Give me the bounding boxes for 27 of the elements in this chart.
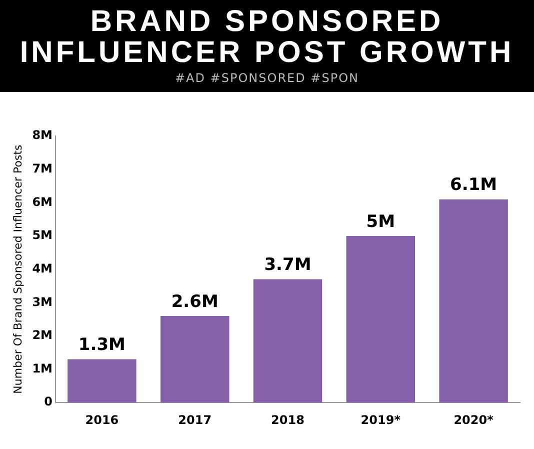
data-label: 3.7M (264, 255, 312, 276)
bar (439, 199, 508, 403)
y-tick-label: 6M (32, 194, 52, 209)
y-tick-label: 2M (32, 328, 52, 342)
y-tick-label: 5M (32, 228, 52, 242)
bar (346, 236, 416, 403)
y-tick-label: 8M (32, 128, 52, 142)
bar (160, 316, 230, 403)
y-axis-title: Number Of Brand Sponsored Influencer Posts (11, 144, 24, 394)
y-tick-label: 3M (32, 294, 52, 309)
y-tick-label: 0 (44, 394, 52, 409)
bar (68, 359, 136, 403)
x-tick-label: 2019* (360, 412, 402, 427)
data-label: 1.3M (78, 335, 126, 356)
data-label: 6.1M (450, 175, 498, 196)
x-tick-label: 2020* (454, 412, 494, 427)
data-label: 2.6M (171, 292, 218, 312)
y-tick-label: 7M (32, 161, 52, 176)
chart-title: BRAND SPONSORED INFLUENCER POST GROWTH (18, 4, 516, 69)
chart-subtitle: #AD #SPONSORED #SPON (174, 71, 360, 85)
data-label: 5M (366, 212, 396, 232)
x-tick-label: 2016 (85, 412, 119, 427)
bar (253, 279, 322, 403)
y-tick-label: 4M (32, 261, 52, 276)
x-tick-label: 2017 (178, 412, 212, 427)
y-tick-label: 1M (32, 361, 52, 376)
x-tick-label: 2018 (271, 412, 304, 427)
